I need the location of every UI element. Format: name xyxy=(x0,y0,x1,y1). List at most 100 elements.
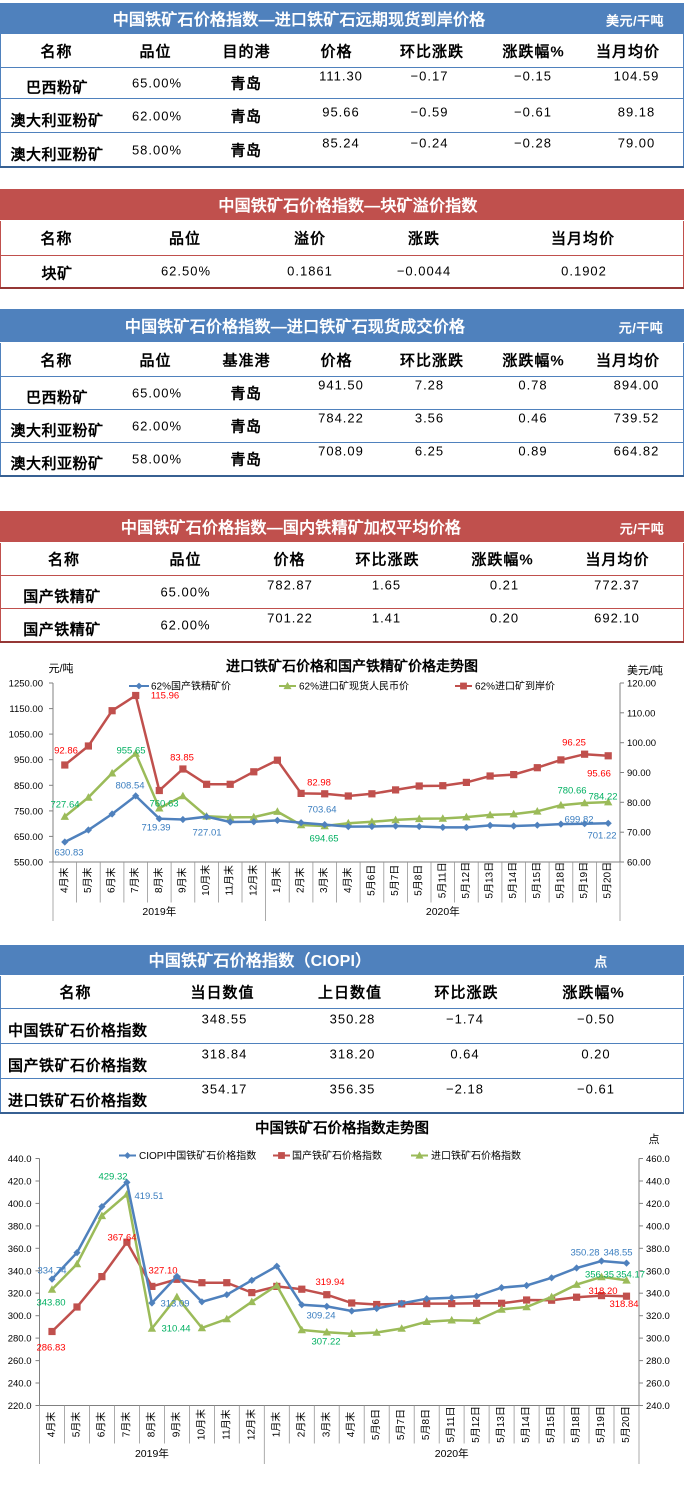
svg-text:62%国产铁精矿价: 62%国产铁精矿价 xyxy=(151,680,231,693)
svg-text:9月末: 9月末 xyxy=(175,867,188,893)
svg-text:5月20日: 5月20日 xyxy=(620,1406,632,1443)
svg-text:319.94: 319.94 xyxy=(315,1277,344,1288)
svg-text:1250.00: 1250.00 xyxy=(9,679,43,690)
svg-text:3月末: 3月末 xyxy=(317,867,330,893)
svg-text:320.0: 320.0 xyxy=(646,1311,670,1322)
svg-text:2019年: 2019年 xyxy=(142,905,176,918)
svg-text:115.96: 115.96 xyxy=(151,691,179,702)
svg-text:90.00: 90.00 xyxy=(627,768,651,779)
svg-text:2019年: 2019年 xyxy=(135,1447,169,1460)
svg-text:点: 点 xyxy=(649,1133,660,1146)
svg-text:400.0: 400.0 xyxy=(646,1221,670,1232)
svg-text:国产铁矿石价格指数: 国产铁矿石价格指数 xyxy=(292,1149,382,1162)
svg-text:309.24: 309.24 xyxy=(306,1311,335,1322)
svg-text:4月末: 4月末 xyxy=(45,1412,58,1438)
svg-text:5月19日: 5月19日 xyxy=(578,862,590,899)
svg-text:8月末: 8月末 xyxy=(152,867,165,893)
svg-text:12月末: 12月末 xyxy=(246,865,259,896)
svg-text:中国铁矿石价格指数走势图: 中国铁矿石价格指数走势图 xyxy=(255,1119,429,1137)
svg-text:82.98: 82.98 xyxy=(307,778,331,789)
svg-text:327.10: 327.10 xyxy=(148,1266,177,1277)
svg-text:280.0: 280.0 xyxy=(8,1334,32,1345)
svg-text:60.00: 60.00 xyxy=(627,858,651,869)
svg-text:美元/吨: 美元/吨 xyxy=(627,664,663,677)
svg-text:5月15日: 5月15日 xyxy=(531,862,543,899)
svg-text:380.0: 380.0 xyxy=(8,1221,32,1232)
svg-text:703.64: 703.64 xyxy=(307,805,336,816)
svg-text:850.00: 850.00 xyxy=(14,781,43,792)
svg-text:460.0: 460.0 xyxy=(646,1154,670,1165)
svg-text:5月13日: 5月13日 xyxy=(484,862,496,899)
svg-text:元/吨: 元/吨 xyxy=(48,662,73,675)
svg-text:780.66: 780.66 xyxy=(557,786,586,797)
svg-text:5月20日: 5月20日 xyxy=(602,862,614,899)
svg-text:429.32: 429.32 xyxy=(98,1172,127,1183)
svg-text:367.64: 367.64 xyxy=(107,1233,136,1244)
svg-text:286.83: 286.83 xyxy=(36,1343,65,1354)
svg-text:340.0: 340.0 xyxy=(646,1289,670,1300)
svg-text:727.64: 727.64 xyxy=(50,800,79,811)
svg-text:5月11日: 5月11日 xyxy=(445,1407,457,1443)
svg-text:784.22: 784.22 xyxy=(588,792,617,803)
svg-text:6月末: 6月末 xyxy=(105,867,118,893)
svg-text:2月末: 2月末 xyxy=(294,1412,307,1438)
svg-text:83.85: 83.85 xyxy=(170,753,194,764)
svg-text:110.00: 110.00 xyxy=(627,708,655,719)
svg-text:360.0: 360.0 xyxy=(646,1266,670,1277)
svg-text:1月末: 1月末 xyxy=(269,1412,282,1438)
svg-text:400.0: 400.0 xyxy=(8,1199,32,1210)
svg-text:719.39: 719.39 xyxy=(141,823,170,834)
svg-text:1150.00: 1150.00 xyxy=(9,704,43,715)
svg-text:120.00: 120.00 xyxy=(627,679,656,690)
svg-text:360.0: 360.0 xyxy=(8,1244,32,1255)
svg-text:354.17: 354.17 xyxy=(616,1270,645,1281)
svg-text:5月末: 5月末 xyxy=(81,867,94,893)
svg-text:380.0: 380.0 xyxy=(646,1244,670,1255)
svg-text:1月末: 1月末 xyxy=(270,867,283,893)
svg-text:699.82: 699.82 xyxy=(564,815,593,826)
svg-text:CIOPI中国铁矿石价格指数: CIOPI中国铁矿石价格指数 xyxy=(139,1149,256,1162)
svg-text:260.0: 260.0 xyxy=(646,1379,670,1390)
svg-text:260.0: 260.0 xyxy=(8,1356,32,1367)
svg-text:5月13日: 5月13日 xyxy=(495,1406,507,1443)
svg-text:220.0: 220.0 xyxy=(8,1401,32,1412)
svg-text:440.0: 440.0 xyxy=(8,1154,32,1165)
svg-text:5月19日: 5月19日 xyxy=(595,1406,607,1443)
svg-text:630.83: 630.83 xyxy=(54,848,83,859)
svg-text:2020年: 2020年 xyxy=(435,1447,469,1460)
svg-text:440.0: 440.0 xyxy=(646,1177,670,1188)
svg-text:100.00: 100.00 xyxy=(627,738,656,749)
svg-text:307.22: 307.22 xyxy=(311,1337,340,1348)
svg-text:5月11日: 5月11日 xyxy=(436,862,448,898)
svg-text:3月末: 3月末 xyxy=(319,1412,332,1438)
svg-text:1050.00: 1050.00 xyxy=(9,730,43,741)
svg-text:340.0: 340.0 xyxy=(8,1266,32,1277)
svg-text:5月12日: 5月12日 xyxy=(470,1406,482,1443)
svg-text:240.0: 240.0 xyxy=(8,1379,32,1390)
svg-text:320.0: 320.0 xyxy=(8,1289,32,1300)
svg-text:12月末: 12月末 xyxy=(244,1409,257,1440)
svg-text:4月末: 4月末 xyxy=(344,1412,357,1438)
svg-text:300.0: 300.0 xyxy=(8,1311,32,1322)
svg-text:6月末: 6月末 xyxy=(94,1412,107,1438)
svg-text:92.86: 92.86 xyxy=(54,746,78,757)
svg-text:5月6日: 5月6日 xyxy=(370,1409,382,1440)
svg-text:955.65: 955.65 xyxy=(116,746,145,757)
svg-text:701.22: 701.22 xyxy=(587,831,616,842)
svg-text:950.00: 950.00 xyxy=(14,755,43,766)
svg-text:70.00: 70.00 xyxy=(627,828,651,839)
svg-text:240.0: 240.0 xyxy=(646,1401,670,1412)
svg-text:62%进口矿到岸价: 62%进口矿到岸价 xyxy=(475,680,555,693)
svg-text:750.00: 750.00 xyxy=(14,806,43,817)
svg-text:650.00: 650.00 xyxy=(14,832,43,843)
svg-text:727.01: 727.01 xyxy=(192,828,221,839)
svg-text:10月末: 10月末 xyxy=(194,1409,207,1440)
svg-text:5月7日: 5月7日 xyxy=(389,865,401,896)
svg-text:5月18日: 5月18日 xyxy=(554,862,566,899)
svg-text:760.63: 760.63 xyxy=(149,799,178,810)
svg-text:80.00: 80.00 xyxy=(627,798,651,809)
svg-text:310.44: 310.44 xyxy=(161,1324,190,1335)
svg-text:318.20: 318.20 xyxy=(588,1286,617,1297)
svg-text:5月15日: 5月15日 xyxy=(545,1406,557,1443)
svg-text:420.0: 420.0 xyxy=(646,1199,670,1210)
